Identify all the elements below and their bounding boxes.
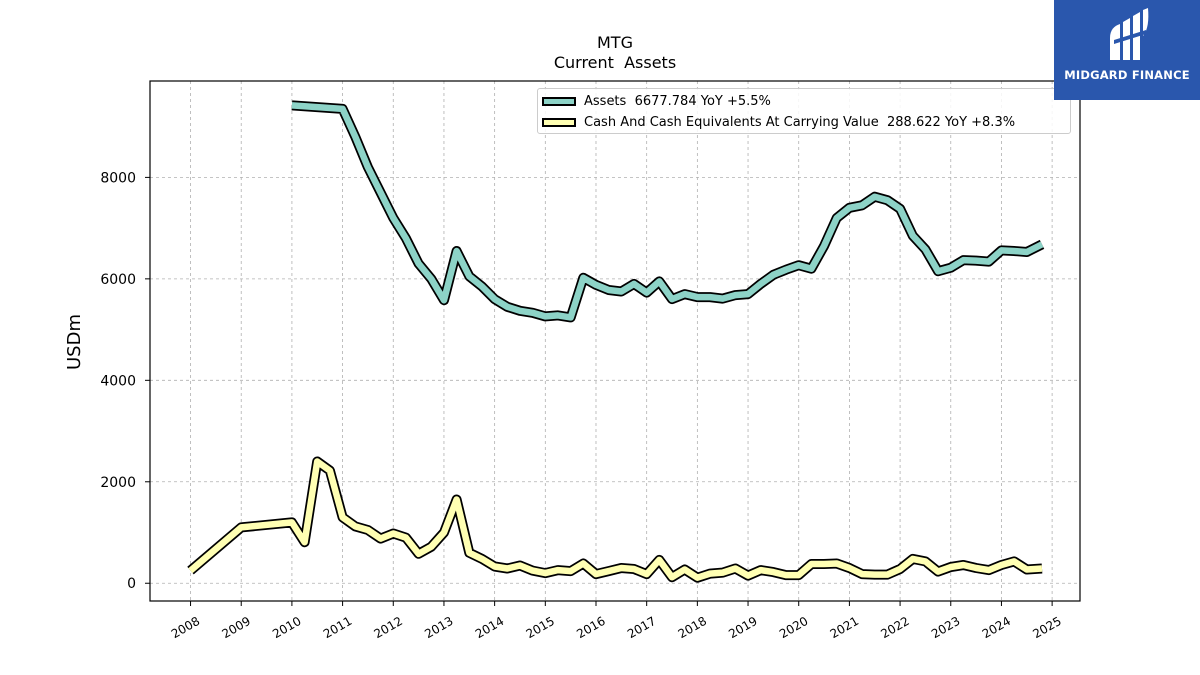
x-tick-label: 2013 bbox=[422, 614, 455, 641]
legend-swatch-cash bbox=[542, 117, 576, 127]
x-tick-label: 2010 bbox=[270, 614, 303, 641]
x-tick-label: 2025 bbox=[1030, 614, 1063, 641]
x-tick-label: 2018 bbox=[676, 614, 709, 641]
grid-layer bbox=[150, 81, 1080, 601]
legend-label-assets: Assets 6677.784 YoY +5.5% bbox=[584, 93, 771, 109]
series-layer bbox=[187, 100, 1045, 583]
x-tick-label: 2017 bbox=[625, 614, 658, 641]
brand-name: MIDGARD FINANCE bbox=[1064, 68, 1190, 82]
series-line-assets bbox=[291, 102, 1044, 321]
x-tick-label: 2015 bbox=[524, 614, 557, 641]
series-line-outline-assets bbox=[291, 100, 1045, 323]
x-tick-label: 2008 bbox=[169, 614, 202, 641]
legend: Assets 6677.784 YoY +5.5% Cash And Cash … bbox=[537, 88, 1071, 134]
x-tick-label: 2024 bbox=[980, 614, 1013, 641]
y-tick-label: 8000 bbox=[100, 170, 136, 186]
y-tick-label: 2000 bbox=[100, 475, 136, 491]
y-axis-label: USDm bbox=[64, 314, 85, 370]
midgard-logo-icon bbox=[1110, 8, 1149, 60]
legend-label-cash: Cash And Cash Equivalents At Carrying Va… bbox=[584, 114, 1016, 130]
x-tick-label: 2009 bbox=[219, 614, 252, 641]
x-tick-label: 2019 bbox=[726, 614, 759, 641]
brand-logo: MIDGARD FINANCE bbox=[1054, 0, 1200, 100]
x-tick-label: 2022 bbox=[878, 614, 911, 641]
x-tick-label: 2020 bbox=[777, 614, 810, 641]
series-line-cash bbox=[188, 458, 1043, 581]
x-tick-label: 2012 bbox=[372, 614, 405, 641]
chart-subtitle: Current Assets bbox=[554, 53, 676, 72]
x-tick-label: 2021 bbox=[828, 614, 861, 641]
legend-swatch-assets bbox=[542, 96, 576, 106]
y-tick-label: 6000 bbox=[100, 272, 136, 288]
x-tick-label: 2014 bbox=[473, 614, 506, 641]
y-tick-label: 0 bbox=[127, 576, 136, 592]
y-tick-label: 4000 bbox=[100, 373, 136, 389]
chart-title: MTG bbox=[597, 33, 633, 52]
legend-item-cash: Cash And Cash Equivalents At Carrying Va… bbox=[538, 112, 1015, 132]
legend-item-assets: Assets 6677.784 YoY +5.5% bbox=[538, 91, 771, 111]
x-tick-label: 2023 bbox=[929, 614, 962, 641]
x-tick-label: 2011 bbox=[321, 614, 354, 641]
plot-frame bbox=[149, 80, 1081, 602]
x-tick-label: 2016 bbox=[574, 614, 607, 641]
